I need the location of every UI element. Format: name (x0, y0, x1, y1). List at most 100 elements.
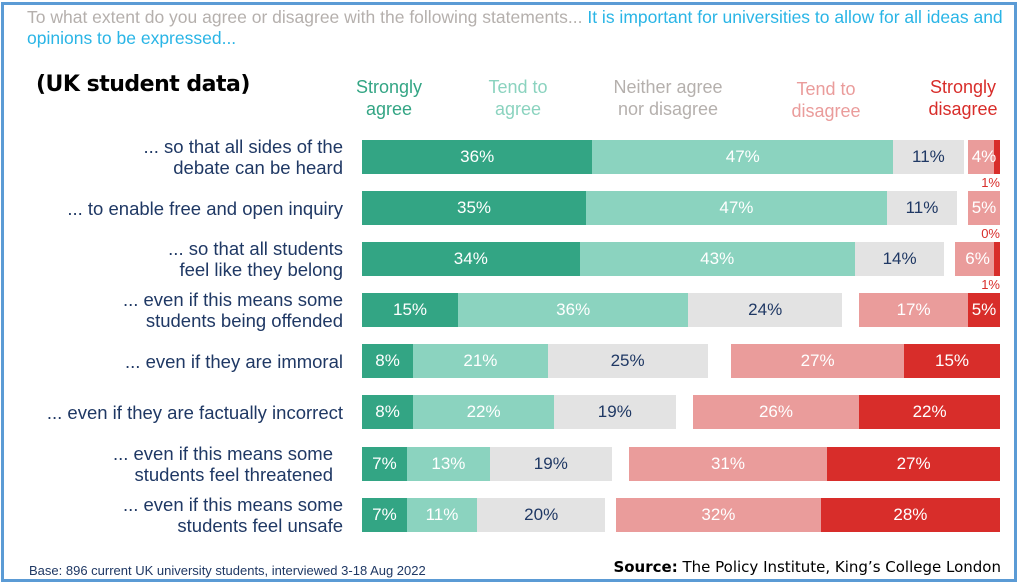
category-label: ... so that all students feel like they b… (168, 238, 343, 280)
legend-line: Strongly (355, 77, 423, 97)
data-label-tend-disagree: 27% (800, 351, 835, 370)
category-label: ... even if this means some students bein… (123, 289, 343, 331)
data-label-strongly-agree: 34% (453, 249, 488, 268)
category-label-line: ... so that all students (168, 238, 343, 259)
legend-line: disagree (791, 101, 861, 121)
data-label-neither: 19% (533, 454, 568, 473)
bar-tend-disagree (731, 344, 904, 378)
data-label-tend-disagree: 26% (758, 402, 793, 421)
bar-tend-disagree (692, 395, 860, 429)
category-label-line: ... even if they are immoral (125, 350, 343, 372)
category-label-line: ... to enable free and open inquiry (67, 197, 343, 219)
category-label: ... even if this means some students feel… (113, 443, 333, 485)
data-label-strongly-disagree: 1% (981, 175, 1000, 190)
question-text: To what extent do you agree or disagree … (27, 7, 583, 27)
chart-frame (1, 2, 1017, 582)
legend-line: agree (494, 99, 542, 119)
category-label-line: ... even if they are factually incorrect (46, 401, 343, 423)
data-label-strongly-disagree: 0% (981, 226, 1000, 241)
data-label-tend-agree: 36% (556, 300, 591, 319)
data-label-tend-agree: 11% (425, 505, 459, 524)
base-note: Base: 896 current UK university students… (29, 563, 426, 578)
bar-neither (854, 242, 945, 276)
bar-strongly-disagree (820, 498, 1000, 532)
data-label-tend-disagree: 4% (971, 147, 997, 166)
category-label-line: students being offended (145, 310, 343, 331)
bar-strongly-agree (362, 191, 586, 225)
category-label: ... even if this means some students feel… (123, 494, 343, 536)
bar-strongly-agree (362, 498, 407, 532)
bar-strongly-agree (362, 140, 593, 174)
bar-strongly-disagree (904, 344, 1000, 378)
bar-tend-disagree (859, 293, 968, 327)
data-label-tend-disagree: 31% (710, 454, 745, 473)
data-label-tend-agree: 22% (466, 402, 501, 421)
legend-line: nor disagree (617, 99, 719, 119)
data-label-tend-agree: 21% (463, 351, 498, 370)
bar-tend-agree (413, 395, 554, 429)
data-label-tend-agree: 47% (725, 147, 760, 166)
bar-tend-disagree (955, 242, 994, 276)
bar-neither (477, 498, 606, 532)
bar-tend-disagree (628, 447, 828, 481)
statement-text: It is important for universities to allo… (27, 7, 1003, 48)
bar-strongly-disagree (859, 395, 1000, 429)
data-label-tend-disagree: 32% (701, 505, 736, 524)
data-label-strongly-agree: 8% (375, 402, 400, 421)
category-label: ... so that all sides of the debate can b… (144, 136, 344, 178)
data-label-strongly-disagree: 22% (912, 402, 947, 421)
category-label-line: ... even if this means some (112, 443, 333, 464)
category-label-line: ... even if this means some (122, 494, 343, 515)
category-label-line: ... so that all sides of the (143, 136, 344, 157)
data-label-tend-agree: 43% (700, 249, 735, 268)
data-label-neither: 24% (748, 300, 783, 319)
data-label-strongly-agree: 15% (392, 300, 428, 319)
data-label-tend-disagree: 5% (971, 198, 997, 217)
data-label-strongly-disagree: 28% (893, 505, 928, 524)
legend-tend-agree: Tend to agree (448, 76, 588, 120)
category-label: ... to enable free and open inquiry (67, 198, 343, 219)
data-label-tend-agree: 13% (431, 454, 466, 473)
data-label-neither: 25% (610, 351, 645, 370)
category-label: ... even if they are immoral (125, 351, 343, 372)
bar-tend-agree (406, 498, 478, 532)
bar-tend-agree (579, 242, 855, 276)
data-label-strongly-disagree: 5% (971, 300, 997, 319)
bar-tend-agree (406, 447, 490, 481)
data-label-tend-disagree: 6% (965, 249, 990, 268)
bar-strongly-disagree (827, 447, 1000, 481)
bar-tend-agree (592, 140, 894, 174)
bar-strongly-agree (362, 395, 414, 429)
legend-line: Tend to (488, 77, 548, 97)
data-label-strongly-agree: 7% (372, 454, 397, 473)
bar-neither (886, 191, 958, 225)
source-label: Source: (613, 558, 678, 576)
bar-tend-agree (413, 344, 548, 378)
data-label-neither: 11% (905, 198, 939, 217)
bar-strongly-agree (362, 447, 407, 481)
bar-strongly-agree (362, 242, 580, 276)
bar-neither (554, 395, 676, 429)
data-label-neither: 20% (524, 505, 559, 524)
subtitle: (UK student data) (36, 72, 250, 97)
category-label: ... even if they are factually incorrect (47, 402, 343, 423)
data-label-strongly-disagree: 27% (896, 454, 931, 473)
data-label-strongly-agree: 35% (456, 198, 492, 217)
legend-tend-disagree: Tend to disagree (756, 78, 896, 122)
bar-strongly-disagree (993, 140, 1000, 174)
bar-neither (547, 344, 708, 378)
category-label-line: ... even if this means some (122, 289, 343, 310)
legend-line: Strongly (929, 77, 997, 97)
source-text: The Policy Institute, King’s College Lon… (682, 558, 1001, 576)
legend-line: agree (365, 99, 413, 119)
data-label-neither: 19% (597, 402, 632, 421)
data-label-tend-agree: 47% (719, 198, 754, 217)
data-label-strongly-agree: 8% (375, 351, 400, 370)
legend-strongly-agree: Strongly agree (319, 76, 459, 120)
bar-tend-disagree (616, 498, 821, 532)
data-label-tend-disagree: 17% (896, 300, 931, 319)
bar-strongly-disagree (968, 293, 1000, 327)
category-label-line: feel like they belong (179, 259, 343, 280)
category-label-line: students feel threatened (134, 464, 333, 485)
bar-strongly-agree (362, 293, 458, 327)
